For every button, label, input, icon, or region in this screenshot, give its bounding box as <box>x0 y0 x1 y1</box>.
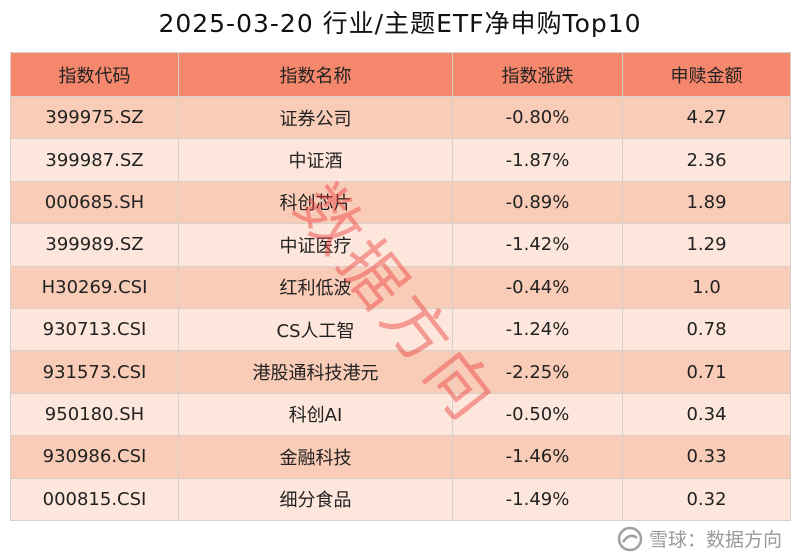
table-cell: 4.27 <box>622 95 791 140</box>
table-cell: -0.80% <box>452 95 623 140</box>
table-cell: -1.49% <box>452 477 623 521</box>
table-cell: 1.29 <box>622 223 791 267</box>
table-cell: -1.46% <box>452 435 623 479</box>
table-cell: -1.42% <box>452 223 623 267</box>
table-row: 950180.SH 科创AI -0.50% 0.34 <box>10 392 791 437</box>
table-cell: 细分食品 <box>178 477 453 521</box>
table-cell: 0.71 <box>622 350 791 394</box>
table-cell: 科创AI <box>178 392 453 437</box>
header-cell: 指数涨跌 <box>452 52 623 97</box>
table-cell: 红利低波 <box>178 265 453 309</box>
table-cell: 2.36 <box>622 138 791 182</box>
table-cell: 科创芯片 <box>178 180 453 225</box>
table-cell: 399989.SZ <box>10 223 179 267</box>
footer-text: 雪球：数据方向 <box>648 529 782 551</box>
table-cell: -1.24% <box>452 307 623 352</box>
table-cell: 931573.CSI <box>10 350 179 394</box>
footer: 雪球：数据方向 <box>617 525 782 552</box>
table-cell: 930986.CSI <box>10 435 179 479</box>
table-cell: -0.44% <box>452 265 623 309</box>
table-cell: 930713.CSI <box>10 307 179 352</box>
table-row: 399989.SZ 中证医疗 -1.42% 1.29 <box>10 223 791 267</box>
table-row: 931573.CSI 港股通科技港元 -2.25% 0.71 <box>10 350 791 394</box>
header-cell: 指数代码 <box>10 52 179 97</box>
table-row: H30269.CSI 红利低波 -0.44% 1.0 <box>10 265 791 309</box>
header-cell: 指数名称 <box>178 52 453 97</box>
table-cell: 0.32 <box>622 477 791 521</box>
table-row: 399987.SZ 中证酒 -1.87% 2.36 <box>10 138 791 182</box>
table-cell: -0.50% <box>452 392 623 437</box>
table-cell: 399987.SZ <box>10 138 179 182</box>
table-cell: 0.33 <box>622 435 791 479</box>
table-cell: CS人工智 <box>178 307 453 352</box>
table-body: 399975.SZ 证券公司 -0.80% 4.27 399987.SZ 中证酒 -1.87… <box>10 95 791 521</box>
table-row: 930986.CSI 金融科技 -1.46% 0.33 <box>10 435 791 479</box>
table-cell: 0.34 <box>622 392 791 437</box>
table-cell: 1.89 <box>622 180 791 225</box>
footer-logo <box>617 526 643 551</box>
table-cell: 000815.CSI <box>10 477 179 521</box>
table-cell: 证券公司 <box>178 95 453 140</box>
table-cell: 1.0 <box>622 265 791 309</box>
header-cell: 申赎金额 <box>622 52 791 97</box>
table-row: 930713.CSI CS人工智 -1.24% 0.78 <box>10 307 791 352</box>
table-cell: 399975.SZ <box>10 95 179 140</box>
table-cell: 0.78 <box>622 307 791 352</box>
table-cell: 中证酒 <box>178 138 453 182</box>
header-row: 指数代码 指数名称 指数涨跌 申赎金额 <box>10 52 791 97</box>
table-cell: H30269.CSI <box>10 265 179 309</box>
table-cell: 中证医疗 <box>178 223 453 267</box>
table-row: 000815.CSI 细分食品 -1.49% 0.32 <box>10 477 791 521</box>
table-cell: 950180.SH <box>10 392 179 437</box>
table-cell: 000685.SH <box>10 180 179 225</box>
data-table: 指数代码 指数名称 指数涨跌 申赎金额 399975.SZ 证券公司 -0.80% 4.27… <box>10 52 791 521</box>
table-row: 399975.SZ 证券公司 -0.80% 4.27 <box>10 95 791 140</box>
table-cell: -1.87% <box>452 138 623 182</box>
table-row: 000685.SH 科创芯片 -0.89% 1.89 <box>10 180 791 225</box>
table-cell: 港股通科技港元 <box>178 350 453 394</box>
table-cell: -0.89% <box>452 180 623 225</box>
title: 2025-03-20 行业/主题ETF净申购Top10 <box>158 9 642 38</box>
table-cell: 金融科技 <box>178 435 453 479</box>
table-cell: -2.25% <box>452 350 623 394</box>
